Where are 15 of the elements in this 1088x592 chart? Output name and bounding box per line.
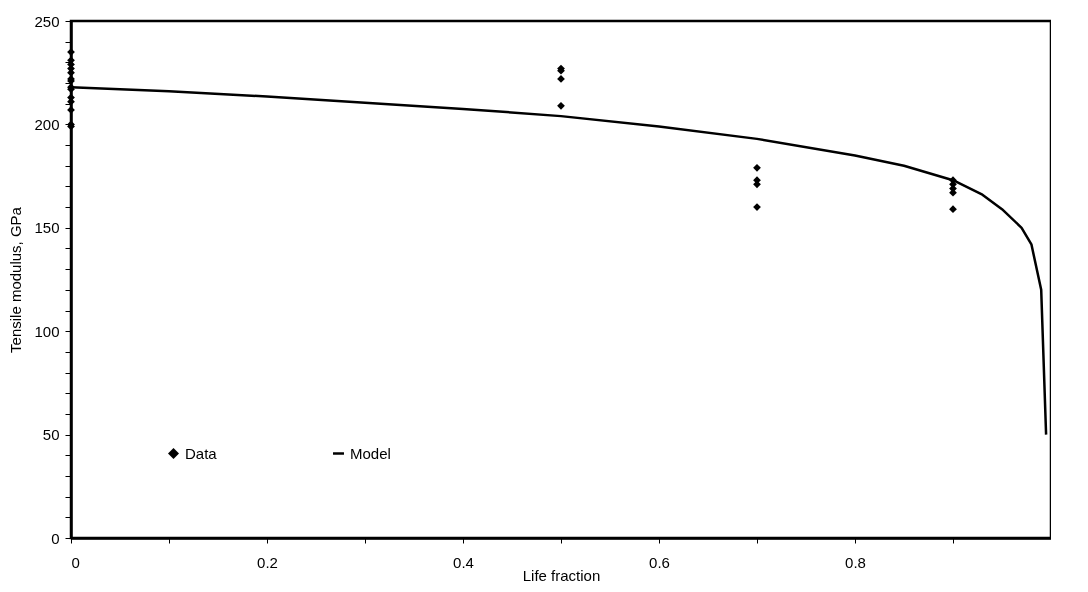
x-tick-label: 0 xyxy=(71,553,80,571)
x-tick-label: 0.2 xyxy=(257,553,278,571)
y-tick-label: 100 xyxy=(34,322,60,340)
y-tick-label: 150 xyxy=(34,219,60,237)
legend-label: Data xyxy=(185,444,218,462)
x-axis-title: Life fraction xyxy=(522,566,601,584)
legend-label: Model xyxy=(350,444,391,462)
y-tick-label: 200 xyxy=(34,115,60,133)
y-tick-label: 50 xyxy=(42,426,60,444)
y-axis-title: Tensile modulus, GPa xyxy=(7,206,25,353)
x-tick-label: 0.8 xyxy=(845,553,866,571)
x-tick-label: 0.4 xyxy=(453,553,474,571)
y-tick-label: 250 xyxy=(34,12,60,30)
x-tick-label: 0.6 xyxy=(649,553,670,571)
y-tick-label: 0 xyxy=(51,529,60,547)
